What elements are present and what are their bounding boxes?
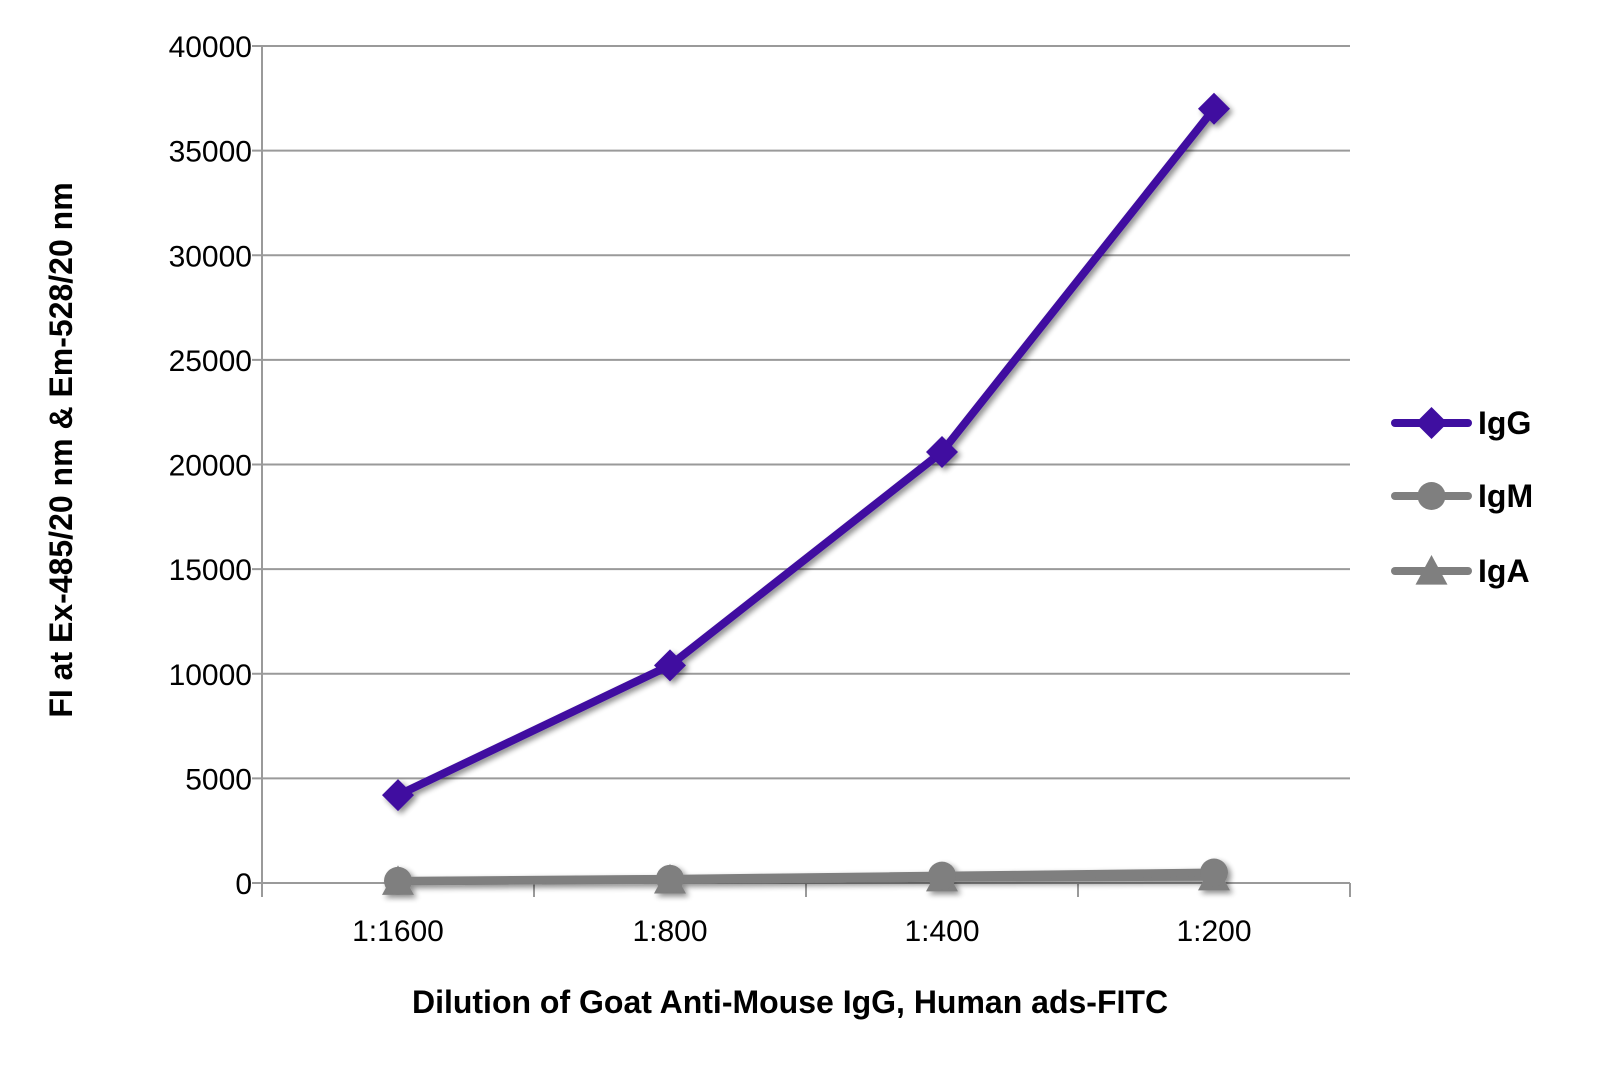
legend-marker-IgM bbox=[1417, 482, 1446, 510]
y-tick-label: 15000 bbox=[169, 554, 252, 587]
y-tick-label: 0 bbox=[235, 868, 252, 901]
data-point-IgG-1:200 bbox=[1198, 92, 1230, 125]
data-point-IgG-1:800 bbox=[654, 649, 686, 682]
data-point-IgM-1:1600 bbox=[384, 866, 412, 895]
legend-label-IgA: IgA bbox=[1478, 553, 1530, 589]
y-axis-title: FI at Ex-485/20 nm & Em-528/20 nm bbox=[43, 182, 79, 717]
y-tick-label: 10000 bbox=[169, 659, 252, 692]
axes bbox=[261, 46, 1351, 897]
legend-marker-IgG bbox=[1415, 407, 1448, 439]
data-point-IgG-1:400 bbox=[926, 435, 958, 468]
legend-label-IgG: IgG bbox=[1478, 405, 1531, 441]
data-point-IgM-1:800 bbox=[656, 864, 684, 893]
x-axis-ticks: 1:1600 1:800 1:400 1:200 bbox=[352, 915, 1251, 948]
y-tick-label: 5000 bbox=[185, 763, 252, 796]
series-line-IgM bbox=[394, 868, 1218, 885]
series-group bbox=[382, 92, 1230, 895]
y-tick-label: 40000 bbox=[169, 31, 252, 64]
data-point-IgM-1:200 bbox=[1200, 858, 1228, 887]
y-tick-label: 25000 bbox=[169, 345, 252, 378]
x-tick-label: 1:200 bbox=[1176, 915, 1251, 948]
legend: IgG IgM IgA bbox=[1391, 405, 1533, 589]
x-axis-title: Dilution of Goat Anti-Mouse IgG, Human a… bbox=[412, 984, 1168, 1020]
x-tick-label: 1:400 bbox=[904, 915, 979, 948]
data-point-IgG-1:1600 bbox=[382, 779, 414, 812]
x-tick-label: 1:1600 bbox=[352, 915, 444, 948]
legend-marker-IgA bbox=[1415, 555, 1448, 585]
data-point-IgM-1:400 bbox=[928, 861, 956, 890]
y-tick-label: 35000 bbox=[169, 136, 252, 169]
gridlines bbox=[252, 45, 1350, 884]
y-tick-label: 20000 bbox=[169, 450, 252, 483]
y-tick-label: 30000 bbox=[169, 240, 252, 273]
x-tick-label: 1:800 bbox=[632, 915, 707, 948]
legend-label-IgM: IgM bbox=[1478, 478, 1533, 514]
y-axis-ticks: 0 5000 10000 15000 20000 25000 30000 35000 40000 bbox=[169, 31, 252, 901]
series-line-IgG bbox=[394, 104, 1218, 800]
